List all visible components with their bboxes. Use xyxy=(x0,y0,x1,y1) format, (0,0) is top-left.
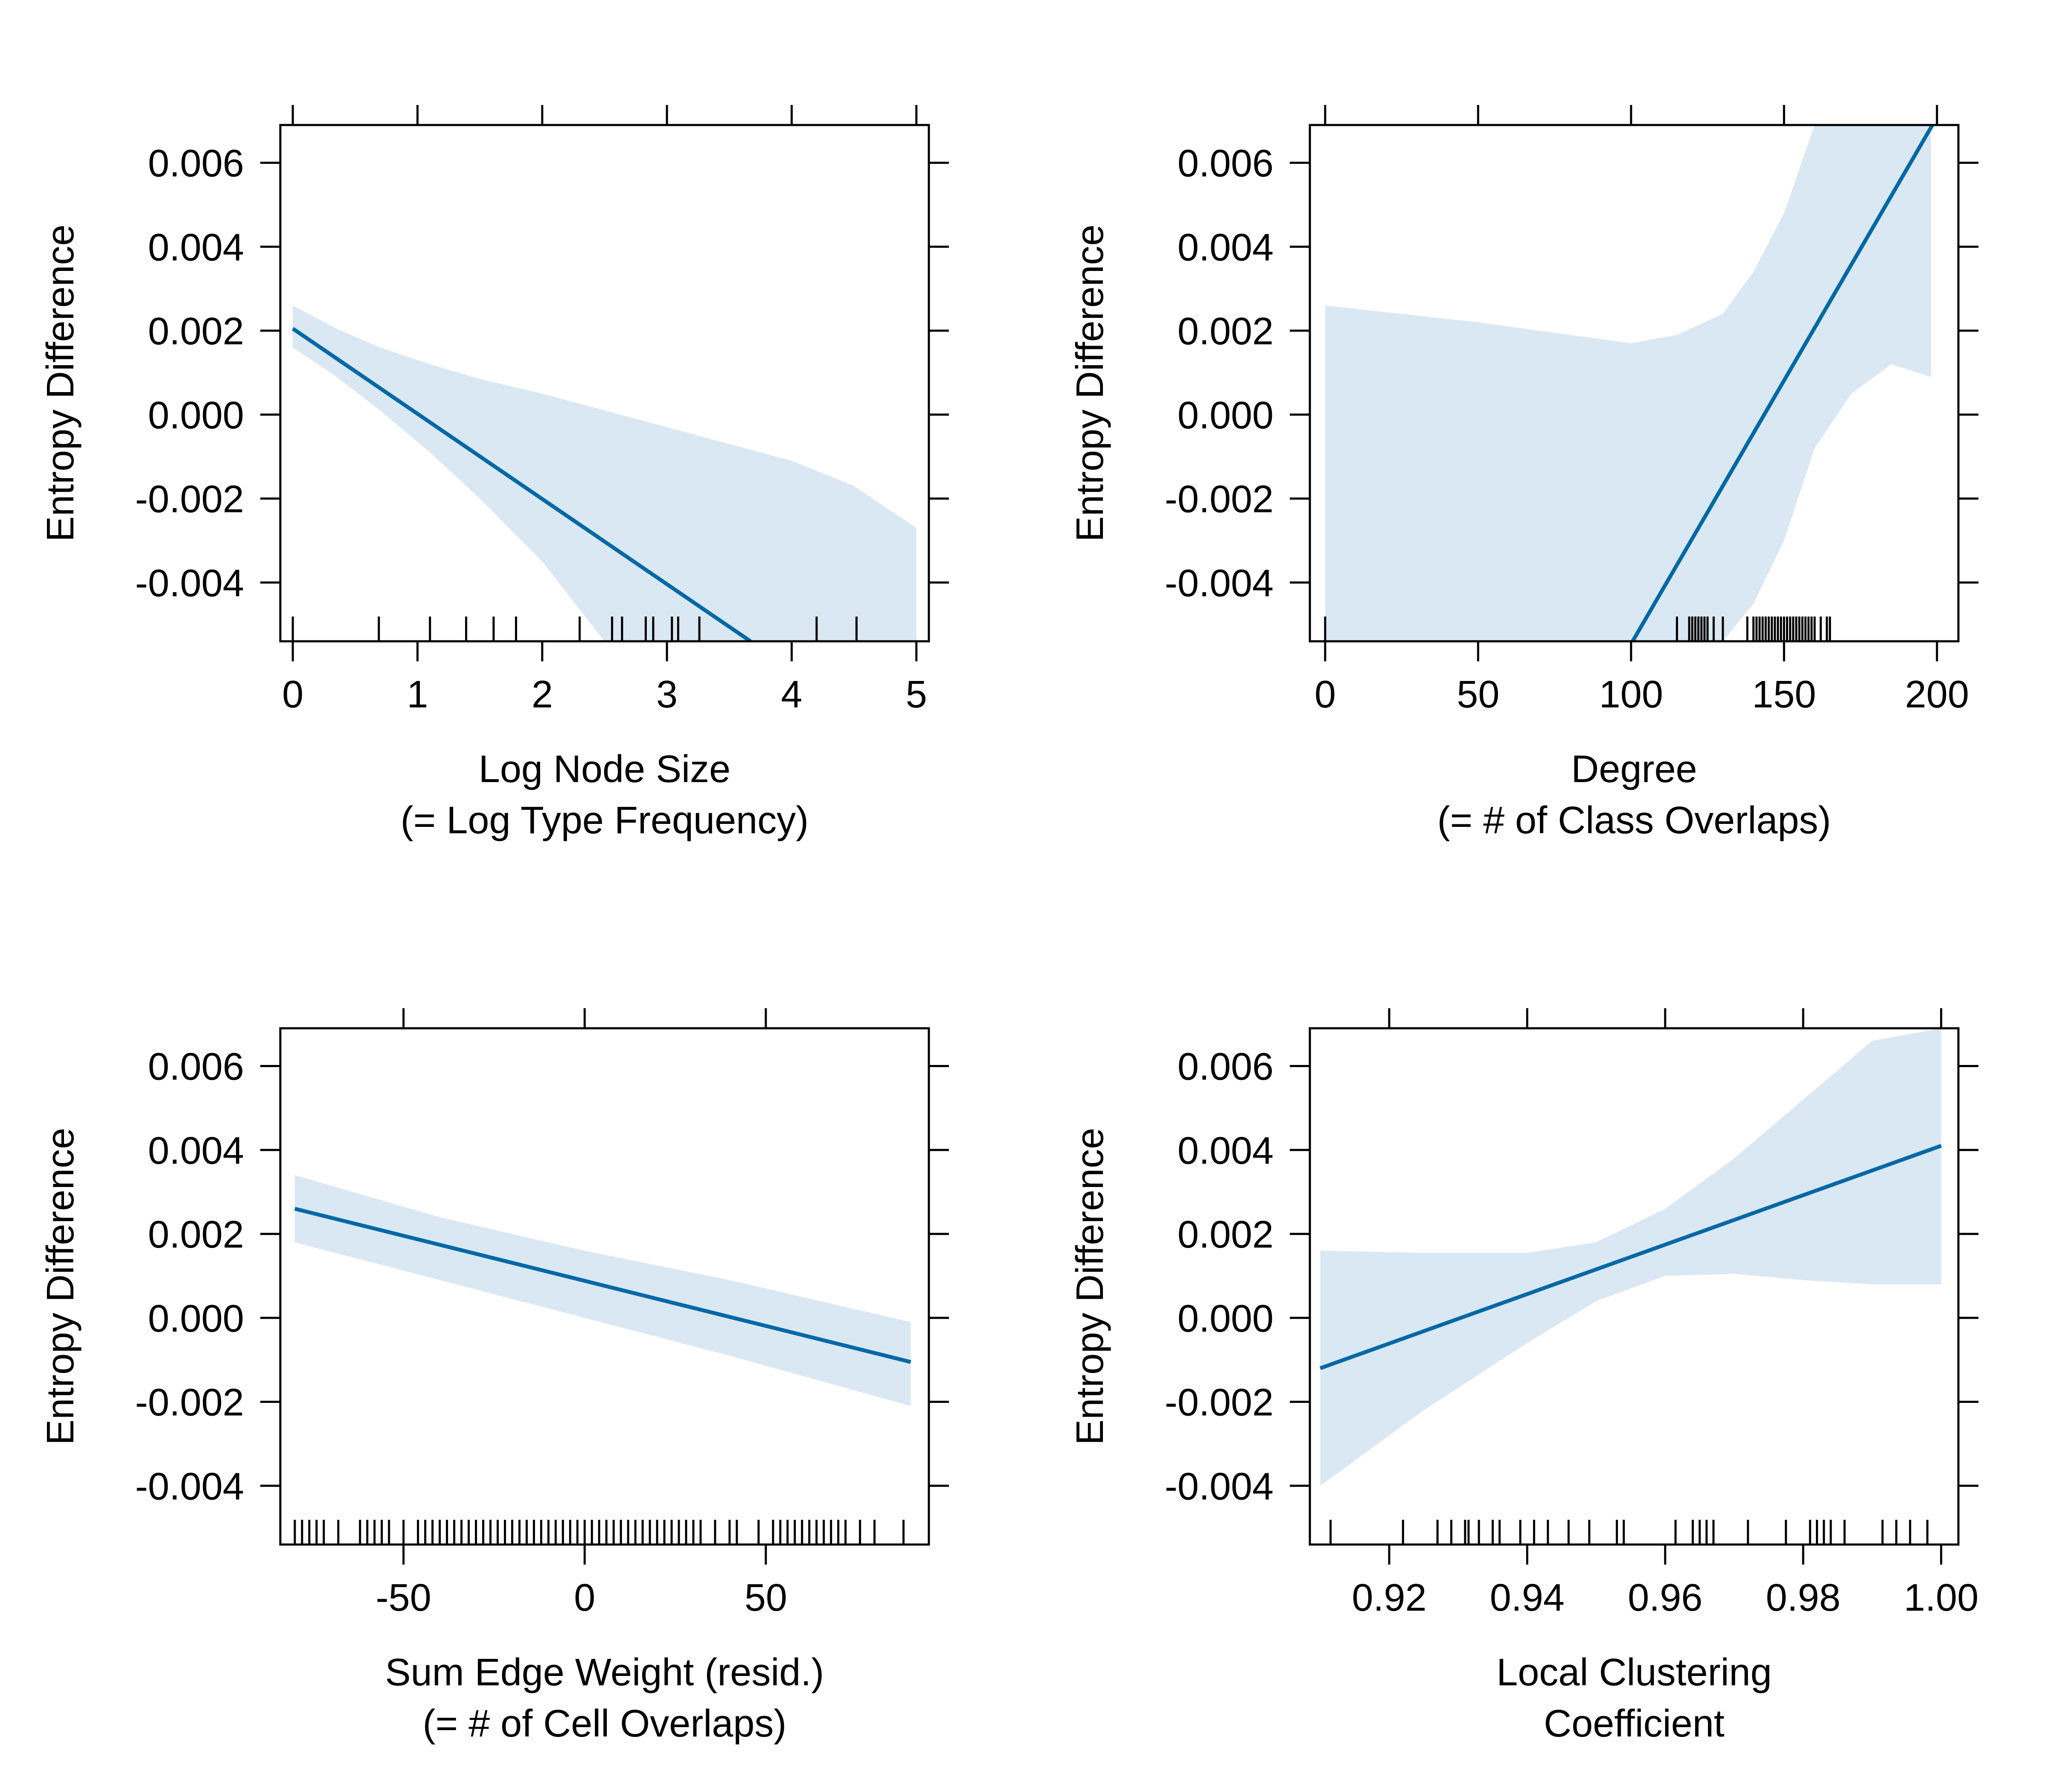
x-axis-label-line: (= # of Cell Overlaps) xyxy=(423,1702,787,1745)
y-tick-label: 0.004 xyxy=(148,226,244,269)
fit-line xyxy=(291,327,752,641)
x-tick-label: 0 xyxy=(574,1577,595,1619)
x-axis-label-line: Local Clustering xyxy=(1496,1651,1772,1694)
y-tick-label: -0.004 xyxy=(135,1465,244,1508)
y-tick-label: 0.004 xyxy=(1178,1129,1274,1172)
x-tick-label: 50 xyxy=(1457,673,1499,716)
y-tick-label: 0.000 xyxy=(1178,394,1274,437)
y-axis-label: Entropy Difference xyxy=(39,224,82,542)
y-tick-label: 0.006 xyxy=(148,1046,244,1088)
plot-frame xyxy=(279,1027,930,1546)
fit-line xyxy=(1631,125,1934,641)
x-axis-label-line: (= # of Class Overlaps) xyxy=(1437,799,1831,842)
x-tick-label: 4 xyxy=(781,673,802,716)
panel-3: -50 0 50 0.006 0.004 0.002 0.000 -0.002 -0.004 En… xyxy=(39,1008,949,1745)
x-tick-label: 200 xyxy=(1905,673,1969,716)
y-tick-label: 0.000 xyxy=(148,394,244,437)
y-tick-label: 0.000 xyxy=(148,1297,244,1340)
x-axis-label-line: Log Node Size xyxy=(479,748,730,791)
y-axis-label: Entropy Difference xyxy=(1069,1128,1111,1445)
y-tick-label: 0.006 xyxy=(1178,1046,1274,1088)
x-tick-label: 0.96 xyxy=(1628,1577,1702,1619)
panel-2: 0 50 100 150 200 0.006 0.004 0.002 0.000 -0.002 -0… xyxy=(1069,105,1978,842)
x-tick-label: 1 xyxy=(407,673,428,716)
plot-frame xyxy=(1309,124,1960,643)
y-tick-label: -0.002 xyxy=(1165,478,1274,521)
y-tick-label: 0.002 xyxy=(1178,310,1274,353)
x-tick-label: 2 xyxy=(532,673,553,716)
y-tick-label: -0.004 xyxy=(135,562,244,605)
y-tick-label: 0.002 xyxy=(148,310,244,353)
x-tick-label: 50 xyxy=(745,1577,787,1619)
y-tick-label: -0.002 xyxy=(1165,1382,1274,1424)
panel-1: 0 1 2 3 4 5 0.006 0.004 0.002 0.000 -0.002 -0.004 En… xyxy=(39,105,949,842)
plot-frame xyxy=(1309,1027,1960,1546)
fit-line xyxy=(294,1207,911,1364)
x-axis-label-line: Sum Edge Weight (resid.) xyxy=(385,1651,824,1694)
x-tick-label: 5 xyxy=(906,673,927,716)
x-tick-label: 100 xyxy=(1599,673,1663,716)
y-axis-label: Entropy Difference xyxy=(39,1128,82,1445)
confidence-band xyxy=(1325,125,1931,641)
x-tick-label: 0.98 xyxy=(1766,1577,1841,1619)
y-tick-label: -0.002 xyxy=(135,478,244,521)
panel-4: 0.92 0.94 0.96 0.98 1.00 0.006 0.004 0.002 0.000… xyxy=(1069,1008,1978,1745)
confidence-band xyxy=(295,1175,911,1406)
plot-frame xyxy=(279,124,930,643)
y-axis-label: Entropy Difference xyxy=(1069,224,1111,542)
x-tick-label: 3 xyxy=(656,673,678,716)
y-tick-label: -0.004 xyxy=(1165,562,1274,605)
y-tick-label: -0.004 xyxy=(1165,1465,1274,1508)
y-tick-label: 0.004 xyxy=(148,1129,244,1172)
x-axis-label-line: Coefficient xyxy=(1544,1702,1725,1745)
x-axis-label-line: (= Log Type Frequency) xyxy=(401,799,809,842)
x-tick-label: 0 xyxy=(282,673,303,716)
y-tick-label: 0.002 xyxy=(1178,1213,1274,1256)
x-tick-label: 1.00 xyxy=(1904,1577,1978,1619)
x-tick-label: 0.94 xyxy=(1490,1577,1565,1619)
x-tick-label: 150 xyxy=(1752,673,1816,716)
y-tick-label: 0.000 xyxy=(1178,1297,1274,1340)
y-tick-label: 0.004 xyxy=(1178,226,1274,269)
y-tick-label: 0.002 xyxy=(148,1213,244,1256)
x-tick-label: -50 xyxy=(376,1577,431,1619)
y-tick-label: 0.006 xyxy=(1178,143,1274,185)
y-tick-label: 0.006 xyxy=(148,143,244,185)
fit-line xyxy=(1319,1144,1942,1370)
x-axis-label-line: Degree xyxy=(1571,748,1697,791)
y-tick-label: -0.002 xyxy=(135,1382,244,1424)
x-tick-label: 0.92 xyxy=(1352,1577,1426,1619)
x-tick-label: 0 xyxy=(1315,673,1336,716)
confidence-band xyxy=(293,305,916,641)
